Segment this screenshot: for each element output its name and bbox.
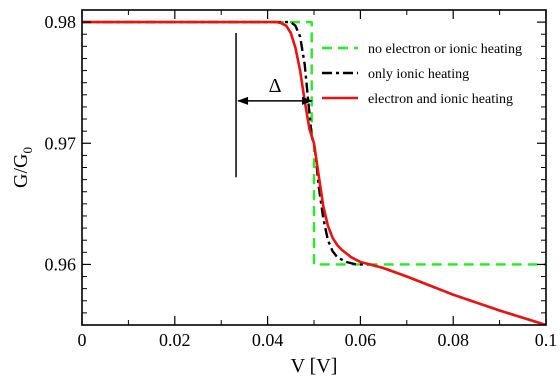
series-line-0 bbox=[82, 20, 546, 266]
legend-label-0: no electron or ionic heating bbox=[368, 42, 522, 57]
delta-arrowhead-right bbox=[302, 96, 313, 105]
x-tick-label: 0 bbox=[78, 330, 87, 350]
legend-label-2: electron and ionic heating bbox=[368, 92, 513, 107]
x-tick-label: 0.02 bbox=[159, 330, 191, 350]
series-line-1 bbox=[82, 20, 546, 325]
legend-label-1: only ionic heating bbox=[368, 67, 469, 82]
delta-arrowhead-left bbox=[237, 96, 249, 105]
y-axis-label: G/G0 bbox=[10, 147, 35, 188]
delta-label: Δ bbox=[269, 75, 282, 97]
x-tick-label: 0.1 bbox=[535, 330, 558, 350]
series-line-2 bbox=[82, 20, 546, 325]
x-tick-label: 0.06 bbox=[345, 330, 377, 350]
y-tick-label: 0.98 bbox=[45, 12, 77, 32]
legend: no electron or ionic heating only ionic h… bbox=[322, 42, 522, 107]
x-tick-label: 0.04 bbox=[252, 330, 284, 350]
y-tick-label: 0.96 bbox=[45, 254, 77, 274]
x-axis-label: V [V] bbox=[291, 355, 338, 376]
y-tick-label: 0.97 bbox=[45, 133, 77, 153]
x-tick-label: 0.08 bbox=[437, 330, 469, 350]
